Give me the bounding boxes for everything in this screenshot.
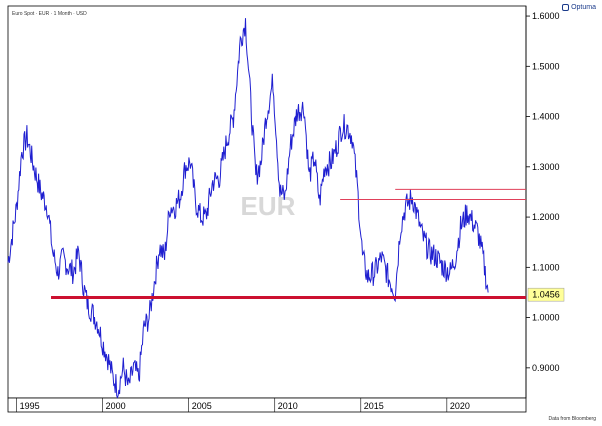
current-price-box — [527, 287, 565, 302]
y-tick-label: 0.9000 — [532, 363, 560, 373]
reference-lines — [51, 188, 526, 299]
plot-area — [7, 5, 527, 399]
y-tick-label: 1.3000 — [532, 162, 560, 172]
brand-name: Optuma — [571, 4, 596, 11]
optuma-logo-icon — [562, 4, 570, 11]
brand-logo: Optuma — [562, 4, 596, 11]
current-price-marker: 1.0456 — [527, 287, 565, 302]
x-axis-ticks: 1995 2000 2005 2010 2015 2020 — [16, 398, 470, 412]
x-tick-label: 2010 — [278, 401, 298, 411]
x-tick-label: 2000 — [106, 401, 126, 411]
y-tick-label: 1.1000 — [532, 262, 560, 272]
source-note: Data from Bloomberg — [548, 416, 596, 422]
x-axis-strip — [7, 397, 527, 413]
y-tick-label: 1.0000 — [532, 313, 560, 323]
y-tick-label: 1.5000 — [532, 61, 560, 71]
x-tick-label: 2005 — [192, 401, 212, 411]
y-axis-ticks: 0.9000 1.0000 1.1000 1.2000 1.3000 1.4000 1.50… — [526, 11, 560, 373]
y-tick-label: 1.2000 — [532, 212, 560, 222]
y-tick-label: 1.4000 — [532, 112, 560, 122]
x-tick-label: 2020 — [450, 401, 470, 411]
x-tick-label: 1995 — [20, 401, 40, 411]
x-tick-label: 2015 — [364, 401, 384, 411]
y-tick-label: 1.6000 — [532, 11, 560, 21]
series-caption: Euro Spot · EUR · 1 Month · USD — [12, 11, 87, 17]
current-price-label: 1.0456 — [532, 290, 560, 300]
watermark-text: EUR — [241, 191, 296, 221]
